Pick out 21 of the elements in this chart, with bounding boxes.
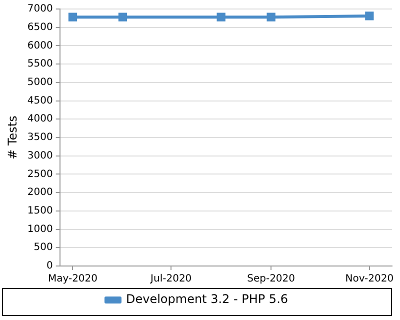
y-tick-label: 6500 bbox=[27, 22, 53, 33]
y-tick-label: 500 bbox=[34, 242, 53, 254]
y-tick-label: 3000 bbox=[27, 150, 53, 162]
y-tick-label: 0 bbox=[46, 260, 53, 272]
y-tick-label: 1000 bbox=[27, 224, 53, 235]
y-tick-label: 1500 bbox=[27, 206, 53, 217]
y-tick-label: 3500 bbox=[27, 132, 53, 144]
y-tick-label: 5500 bbox=[27, 58, 53, 70]
y-tick-label: 2000 bbox=[27, 187, 53, 198]
y-tick-label: 7000 bbox=[27, 4, 53, 15]
y-tick-label: 4500 bbox=[27, 95, 53, 106]
x-tick-label: Jul-2020 bbox=[150, 274, 192, 285]
y-axis-title: # Tests bbox=[5, 116, 20, 160]
x-tick-label: Nov-2020 bbox=[345, 274, 394, 285]
x-tick-label: Sep-2020 bbox=[247, 274, 296, 285]
y-tick-label: 4000 bbox=[27, 114, 53, 125]
y-tick-label: 6000 bbox=[27, 40, 53, 52]
x-tick-label: May-2020 bbox=[48, 274, 98, 285]
legend-label: Development 3.2 - PHP 5.6 bbox=[126, 292, 288, 306]
y-tick-label: 2500 bbox=[27, 168, 53, 180]
y-tick-label: 5000 bbox=[27, 77, 53, 88]
